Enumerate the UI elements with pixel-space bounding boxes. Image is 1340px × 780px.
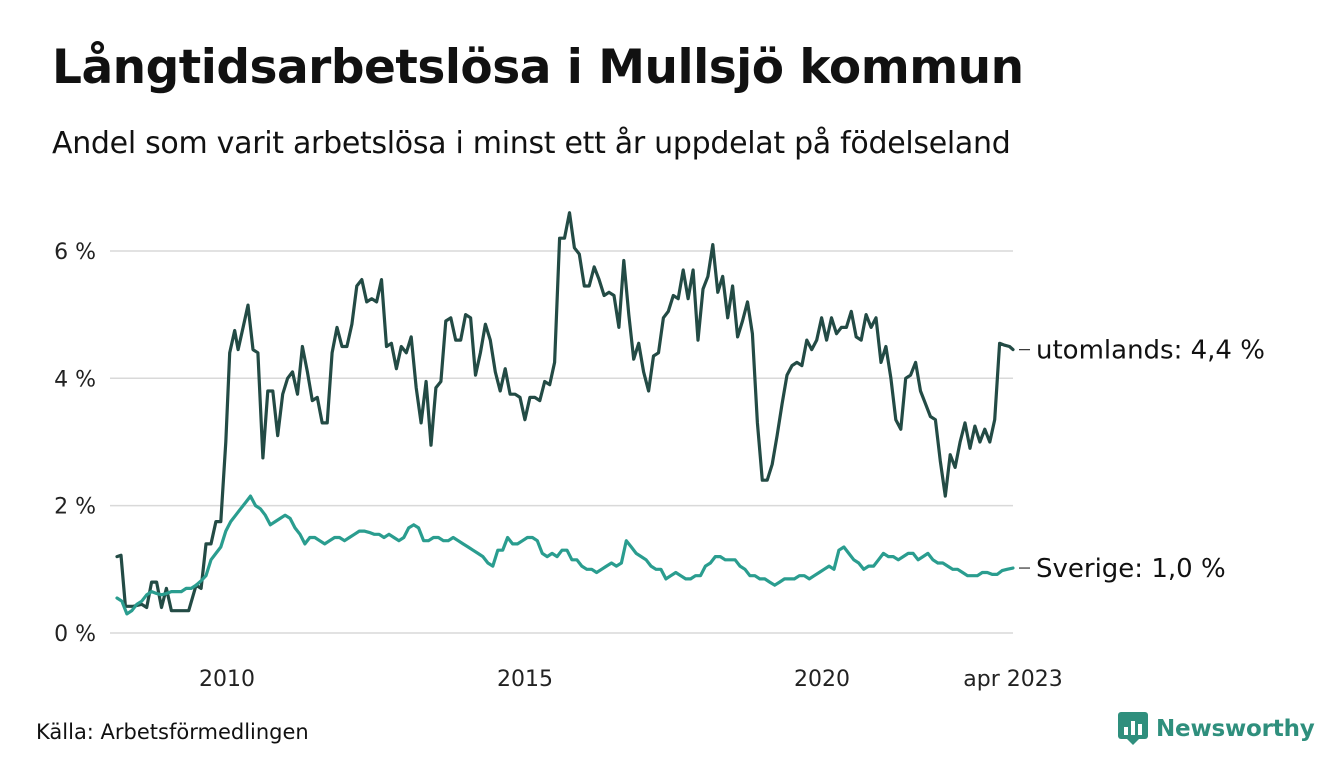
series-line-utomlands [115,211,1015,613]
y-tick-label: 4 % [54,367,96,392]
chart-title: Långtidsarbetslösa i Mullsjö kommun [52,40,1024,95]
x-tick-label: apr 2023 [963,667,1062,692]
newsworthy-logo-icon [1118,712,1148,745]
x-tick-label: 2010 [199,667,255,692]
y-tick-label: 2 % [54,495,96,520]
y-tick-label: 6 % [54,240,96,265]
end-label-utomlands: utomlands: 4,4 % [1036,336,1265,366]
gridlines [110,250,1013,634]
source-label: Källa: Arbetsförmedlingen [36,720,309,744]
x-tick-label: 2015 [497,667,553,692]
end-label-sverige: Sverige: 1,0 % [1036,554,1226,584]
y-tick-label: 0 % [54,622,96,647]
series-lines [115,211,1015,616]
x-tick-label: 2020 [794,667,850,692]
chart-subtitle: Andel som varit arbetslösa i minst ett å… [52,126,1011,161]
y-axis-ticks: 0 % 2 % 4 % 6 % [54,240,96,647]
line-chart: 0 % 2 % 4 % 6 % 2010 2015 2020 apr 2023 utomla… [54,211,1265,692]
brand-name: Newsworthy [1156,716,1315,742]
series-line-sverige [115,494,1015,616]
x-axis-ticks: 2010 2015 2020 apr 2023 [199,667,1063,692]
end-labels: utomlands: 4,4 % Sverige: 1,0 % [1019,336,1265,584]
brand-logo: Newsworthy [1118,712,1315,746]
